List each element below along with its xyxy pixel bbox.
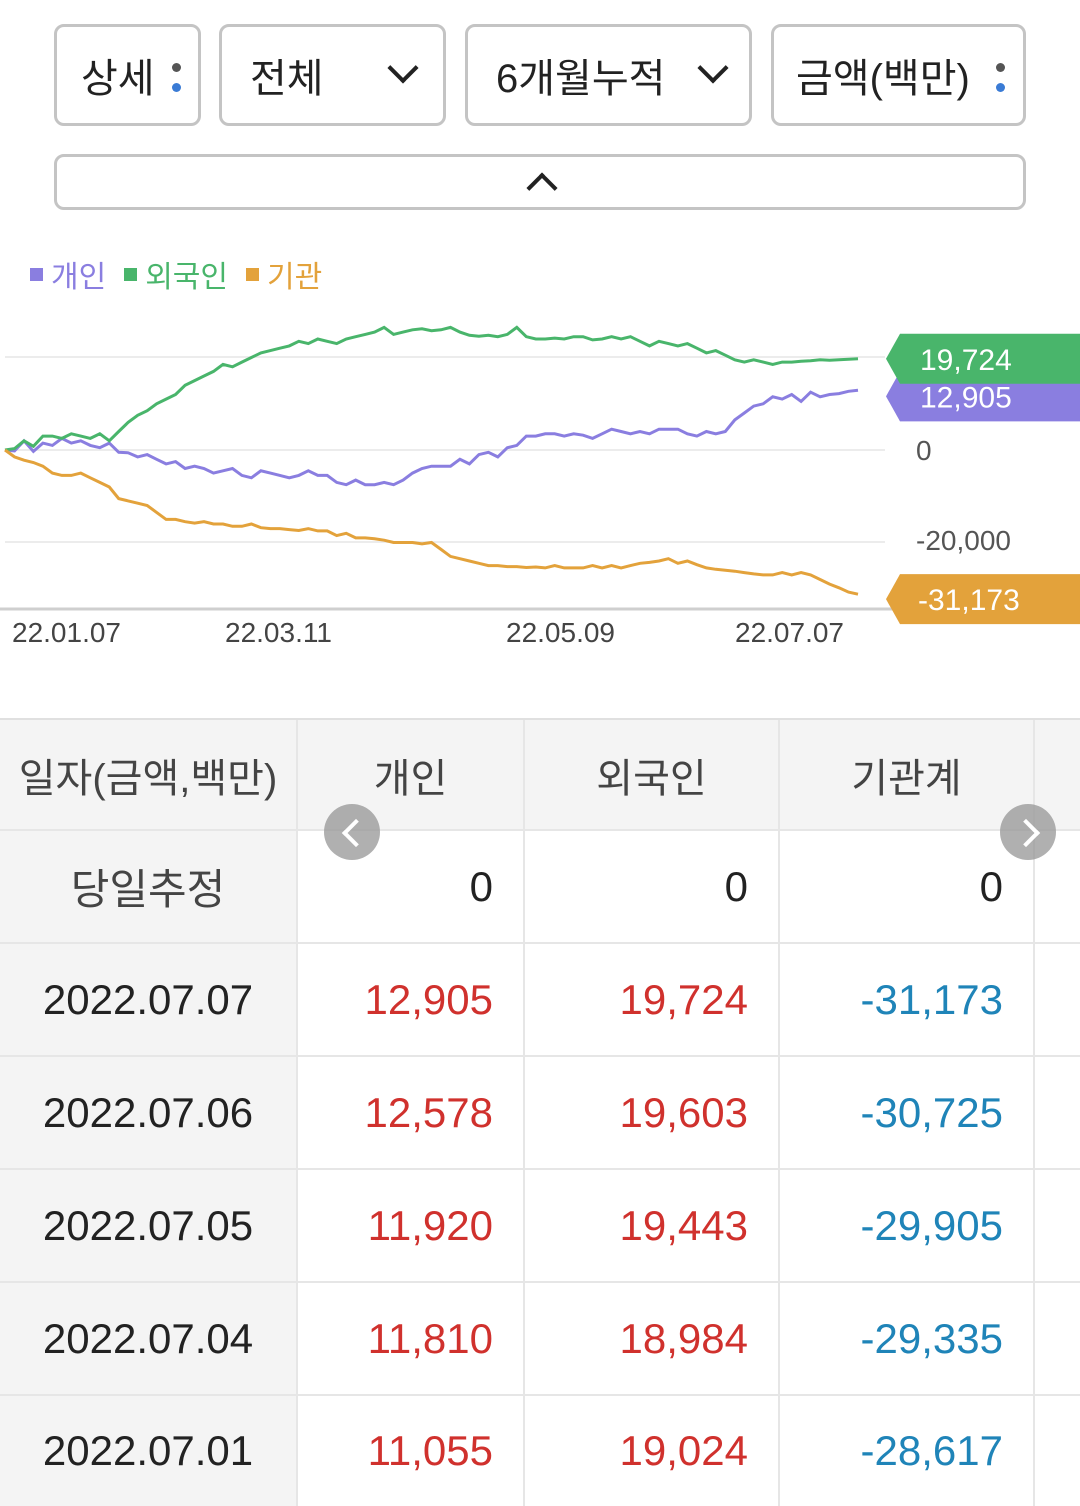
header-individual: 개인	[298, 720, 525, 829]
legend-swatch	[124, 267, 138, 281]
flag-shape	[886, 333, 1080, 384]
header-institution: 기관계	[780, 720, 1035, 829]
y-tick-label: -20,000	[916, 525, 1011, 556]
legend-swatch	[30, 267, 43, 281]
collapse-filters-button[interactable]	[54, 154, 1026, 210]
cumulative-flow-chart: 0 -20,000 22.01.07 22.03.11 22.05.09 22.…	[0, 325, 1080, 648]
series-line-institution	[4, 448, 859, 596]
cell-institution: 0	[780, 831, 1035, 942]
flag-value: 12,905	[920, 381, 1012, 414]
x-tick-label: 22.03.11	[225, 617, 332, 648]
table-row: 2022.07.04 11,810 18,984 -29,335	[0, 1283, 1080, 1396]
legend-item-foreign[interactable]: 외국인	[124, 252, 228, 296]
chevron-down-icon	[697, 52, 729, 84]
cell-foreign: 19,024	[525, 1396, 780, 1506]
legend-swatch	[246, 267, 260, 281]
filter-bar: 상세 전체 6개월누적 금액(백만)	[54, 24, 1026, 126]
flag-value: 19,724	[920, 344, 1012, 377]
period-select-label: 6개월누적	[496, 57, 666, 101]
cell-institution: -30,725	[780, 1057, 1035, 1168]
detail-menu-label: 상세	[81, 57, 155, 101]
cell-date: 2022.07.07	[0, 944, 298, 1055]
cell-individual: 12,578	[298, 1057, 525, 1168]
legend-label: 기관	[267, 261, 323, 294]
cell-institution: -31,173	[780, 944, 1035, 1055]
table-header-row: 일자(금액,백만) 개인 외국인 기관계	[0, 718, 1080, 831]
series-line-foreign	[4, 325, 859, 452]
chevron-up-icon	[526, 172, 558, 204]
chart-legend: 개인 외국인 기관	[30, 254, 340, 294]
table-row: 2022.07.05 11,920 19,443 -29,905	[0, 1170, 1080, 1283]
cell-foreign: 19,724	[525, 944, 780, 1055]
last-value-flag-institution: -31,173	[886, 574, 1080, 625]
cell-individual: 11,055	[298, 1396, 525, 1506]
cell-foreign: 18,984	[525, 1283, 780, 1394]
x-tick-label: 22.05.09	[506, 617, 615, 648]
legend-item-institution[interactable]: 기관	[246, 252, 322, 296]
cell-institution: -28,617	[780, 1396, 1035, 1506]
cell-institution: -29,335	[780, 1283, 1035, 1394]
last-value-flag-foreign: 19,724	[886, 333, 1080, 384]
cell-date: 2022.07.01	[0, 1396, 298, 1506]
header-date: 일자(금액,백만)	[0, 720, 298, 829]
unit-menu-button[interactable]: 금액(백만)	[771, 24, 1026, 126]
flag-shape	[886, 574, 1080, 625]
cell-foreign: 19,603	[525, 1057, 780, 1168]
chevron-down-icon	[387, 52, 419, 84]
row-label: 당일추정	[0, 831, 298, 942]
scope-select[interactable]: 전체	[219, 24, 446, 126]
last-value-flag-individual: 12,905	[886, 371, 1080, 422]
cell-foreign: 0	[525, 831, 780, 942]
x-tick-label: 22.01.07	[12, 617, 121, 648]
cell-individual: 11,920	[298, 1170, 525, 1281]
cell-individual: 11,810	[298, 1283, 525, 1394]
legend-label: 외국인	[145, 261, 229, 294]
investor-flow-table: 일자(금액,백만) 개인 외국인 기관계 당일추정 0 0 0 2022.07.…	[0, 718, 1080, 1506]
cell-date: 2022.07.05	[0, 1170, 298, 1281]
header-foreign: 외국인	[525, 720, 780, 829]
cell-foreign: 19,443	[525, 1170, 780, 1281]
unit-menu-label: 금액(백만)	[796, 57, 970, 101]
chevron-left-icon[interactable]	[324, 804, 380, 860]
table-row: 2022.07.07 12,905 19,724 -31,173	[0, 944, 1080, 1057]
series-line-individual	[4, 388, 859, 487]
flag-value: -31,173	[918, 584, 1020, 617]
table-row: 2022.07.06 12,578 19,603 -30,725	[0, 1057, 1080, 1170]
cell-date: 2022.07.06	[0, 1057, 298, 1168]
y-tick-label: 0	[916, 435, 932, 466]
chevron-right-icon[interactable]	[1000, 804, 1056, 860]
x-tick-label: 22.07.07	[735, 617, 844, 648]
table-row-today: 당일추정 0 0 0	[0, 831, 1080, 944]
legend-item-individual[interactable]: 개인	[30, 252, 106, 296]
period-select[interactable]: 6개월누적	[465, 24, 752, 126]
detail-menu-button[interactable]: 상세	[54, 24, 201, 126]
flag-shape	[886, 371, 1080, 422]
cell-individual: 0	[298, 831, 525, 942]
legend-label: 개인	[51, 261, 107, 294]
table-row: 2022.07.01 11,055 19,024 -28,617	[0, 1396, 1080, 1506]
cell-individual: 12,905	[298, 944, 525, 1055]
cell-institution: -29,905	[780, 1170, 1035, 1281]
scope-select-label: 전체	[250, 57, 324, 101]
kebab-icon	[172, 63, 181, 93]
kebab-icon	[996, 63, 1005, 93]
cell-date: 2022.07.04	[0, 1283, 298, 1394]
